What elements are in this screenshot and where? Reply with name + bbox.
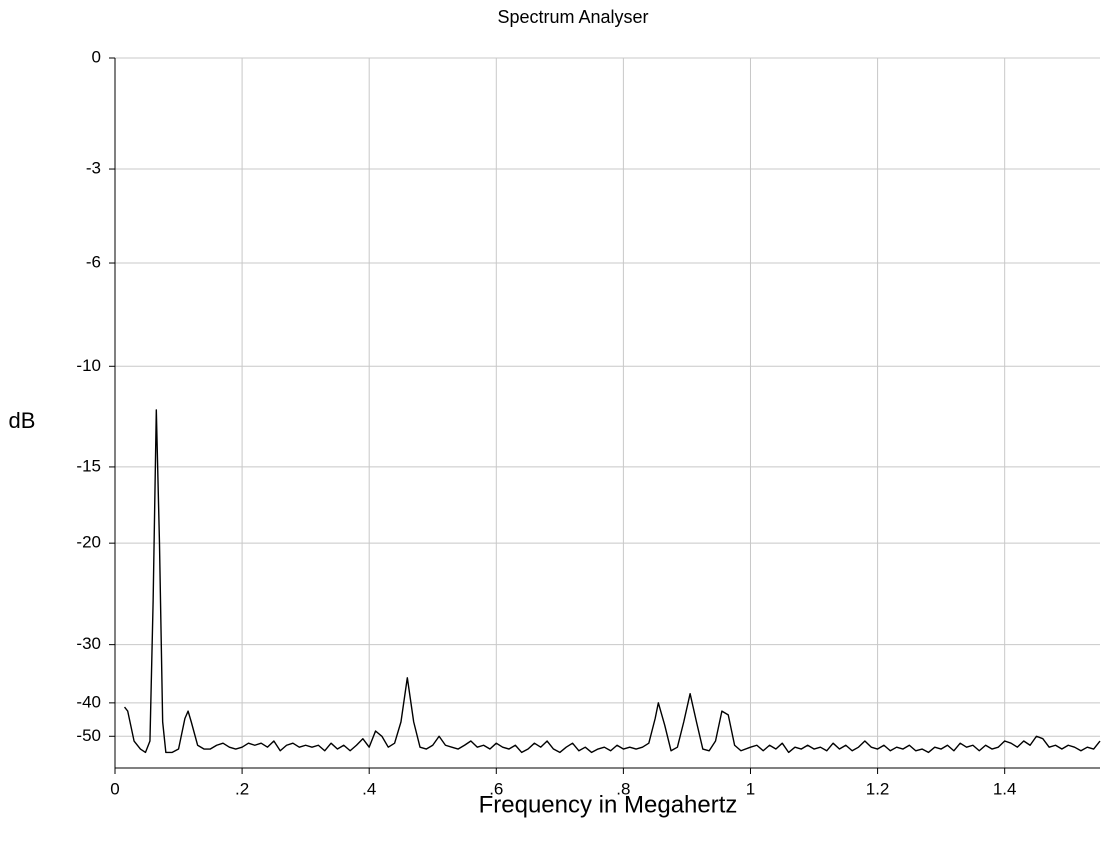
- spectrum-line: [123, 409, 1101, 754]
- y-tick-label: 0: [92, 47, 101, 66]
- x-tick-label: 0: [110, 779, 119, 798]
- y-tick-label: -40: [76, 692, 101, 711]
- y-tick-label: -6: [86, 253, 101, 272]
- y-tick-label: -20: [76, 533, 101, 552]
- x-tick-label: 1: [746, 779, 755, 798]
- y-tick-label: -50: [76, 726, 101, 745]
- x-tick-label: .8: [616, 779, 630, 798]
- x-tick-label: .6: [489, 779, 503, 798]
- x-tick-label: 1.4: [993, 779, 1017, 798]
- x-tick-label: 1.2: [866, 779, 890, 798]
- chart-title: Spectrum Analyser: [497, 7, 648, 27]
- y-axis-label: dB: [9, 408, 36, 433]
- y-tick-label: -15: [76, 456, 101, 475]
- x-axis-label: Frequency in Megahertz: [479, 791, 738, 818]
- x-tick-label: .4: [362, 779, 376, 798]
- x-tick-label: .2: [235, 779, 249, 798]
- y-tick-label: -10: [76, 356, 101, 375]
- y-tick-label: -30: [76, 634, 101, 653]
- y-tick-label: -3: [86, 159, 101, 178]
